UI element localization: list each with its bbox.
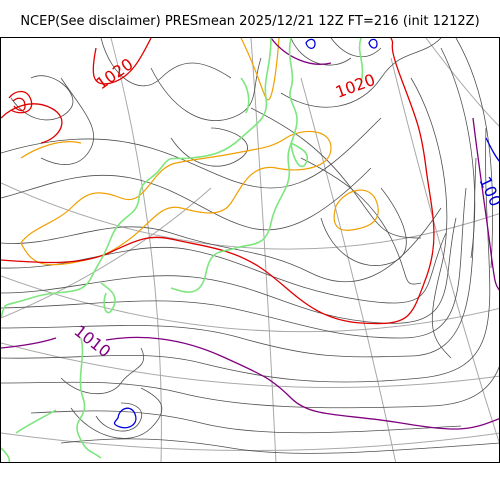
isobar [290, 38, 352, 66]
isobar [1, 217, 457, 324]
isobar [10, 75, 74, 121]
isobar [70, 387, 163, 439]
coastline-segment [76, 337, 102, 459]
coastline-segment [290, 142, 309, 168]
isobar-1010 [1, 38, 499, 430]
isobar [1, 127, 491, 383]
isobar [485, 137, 499, 162]
isobar [113, 407, 137, 429]
latitude-line [1, 342, 499, 388]
isobar [1, 38, 435, 325]
coastline-segment [1, 447, 11, 462]
contour-label-1020: 1020 [92, 54, 136, 93]
coastline-segment [100, 282, 116, 314]
longitude-line [250, 38, 277, 462]
contour-label-1010: 1010 [71, 321, 115, 361]
isobar [305, 38, 316, 50]
latitude-line [1, 182, 499, 250]
isobar-1024 [20, 38, 379, 266]
isobar [455, 38, 494, 269]
isobar [100, 38, 232, 87]
coastline-segment [240, 77, 250, 114]
pressure-map: 1020 1020 1010 100 [0, 37, 500, 463]
isobar [1, 366, 499, 409]
isobar [410, 77, 452, 359]
isobar [40, 77, 95, 165]
isobar [1, 117, 382, 189]
isobar [95, 402, 143, 432]
isobar-1020 [1, 38, 435, 325]
isobar [333, 189, 379, 231]
coastline-segment [170, 38, 298, 293]
isobar [440, 47, 476, 259]
contour-label-1000: 100 [475, 174, 500, 210]
isobar [20, 130, 332, 266]
isobar [280, 38, 442, 108]
isobar [60, 438, 499, 454]
thin-isobars [1, 38, 499, 454]
isobar [150, 57, 262, 121]
longitude-line [300, 77, 397, 462]
isobar [1, 207, 442, 283]
isobar [60, 347, 144, 395]
isobar-1000 [113, 38, 499, 429]
isobar [8, 90, 33, 114]
longitude-line [1, 187, 212, 319]
isobar [320, 187, 407, 266]
isobar [270, 38, 332, 65]
longitude-line [110, 38, 162, 462]
coastline-segment [358, 38, 364, 84]
coastline [1, 38, 364, 462]
coastline-segment [15, 409, 57, 434]
isobar [30, 410, 462, 434]
isobar [1, 187, 467, 339]
latitude-line [1, 275, 499, 333]
isobar [1, 103, 63, 144]
isobar [170, 127, 248, 167]
isobar [92, 38, 152, 85]
longitude-line [425, 38, 499, 127]
isobar [20, 141, 82, 159]
graticule [1, 38, 499, 462]
isobar [1, 157, 477, 358]
longitude-line [390, 57, 499, 444]
isobar [12, 97, 26, 112]
contour-label-1020: 1020 [333, 70, 378, 102]
coastline-segment [1, 38, 272, 319]
isobar [1, 336, 499, 430]
isobar [250, 107, 422, 239]
isobar [330, 38, 382, 57]
isobar [368, 38, 378, 49]
isobar [1, 167, 372, 231]
isobar [472, 117, 499, 291]
isobar [300, 157, 422, 285]
map-title: NCEP(See disclaimer) PRESmean 2025/12/21… [20, 14, 480, 29]
